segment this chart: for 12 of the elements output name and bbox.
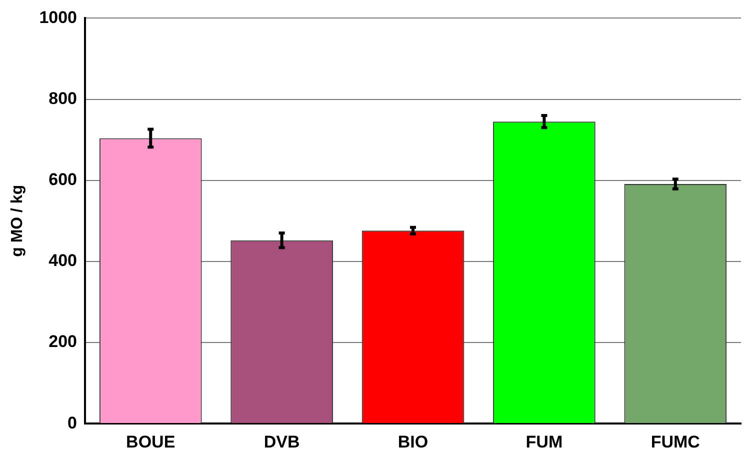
y-tick-label: 400 <box>48 251 78 270</box>
y-tick-label: 0 <box>68 413 78 432</box>
x-tick-label: BOUE <box>126 432 176 452</box>
y-tick-label: 600 <box>48 170 78 190</box>
x-tick-label: FUM <box>526 432 563 452</box>
y-axis-title: g MO / kg <box>9 184 26 257</box>
y-tick-label: 800 <box>48 88 78 108</box>
y-tick-label: 1000 <box>39 8 78 27</box>
y-tick-label: 200 <box>48 332 78 352</box>
x-tick-label: FUMC <box>650 432 700 452</box>
x-tick-label: BIO <box>398 432 428 452</box>
x-tick-label: DVB <box>264 432 300 452</box>
